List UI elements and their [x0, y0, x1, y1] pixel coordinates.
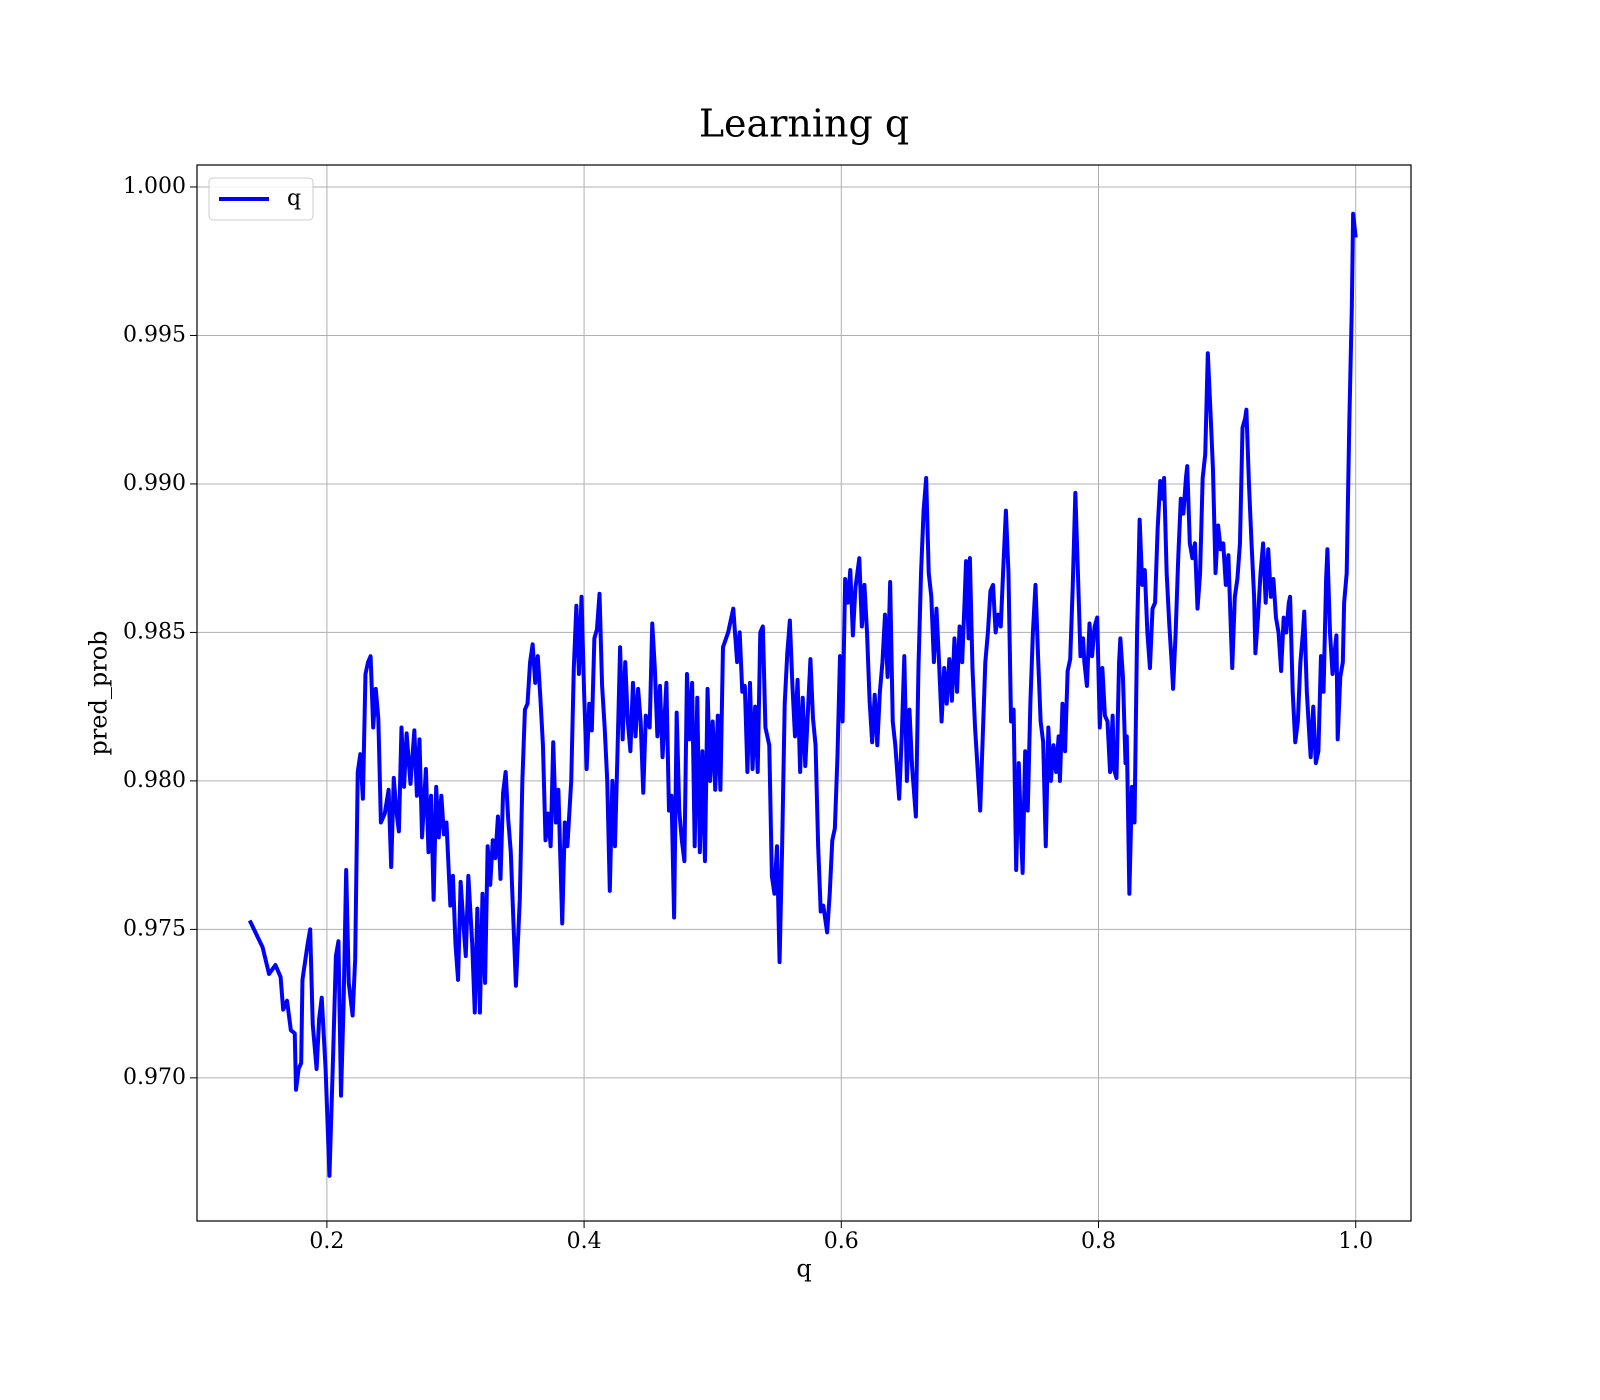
x-axis-label: q: [796, 1255, 811, 1283]
y-tick-label: 0.990: [123, 471, 186, 496]
x-tick-label: 0.2: [309, 1229, 344, 1254]
plot-frame: [196, 164, 1412, 1222]
y-tick-label: 0.985: [123, 619, 186, 644]
chart-title: Learning q: [699, 102, 909, 146]
y-tick-label: 0.975: [123, 916, 186, 941]
x-tick-label: 0.6: [824, 1229, 859, 1254]
data-line: [247, 211, 1358, 1178]
y-tick-label: 0.980: [123, 768, 186, 793]
x-tick-label: 0.4: [567, 1229, 602, 1254]
legend-label: q: [287, 186, 301, 211]
y-axis-label: pred_prob: [85, 630, 113, 755]
x-tick-label: 1.0: [1338, 1229, 1373, 1254]
y-tick-label: 0.995: [123, 322, 186, 347]
y-tick-label: 0.970: [123, 1065, 186, 1090]
y-tick-label: 1.000: [123, 174, 186, 199]
x-tick-label: 0.8: [1081, 1229, 1116, 1254]
